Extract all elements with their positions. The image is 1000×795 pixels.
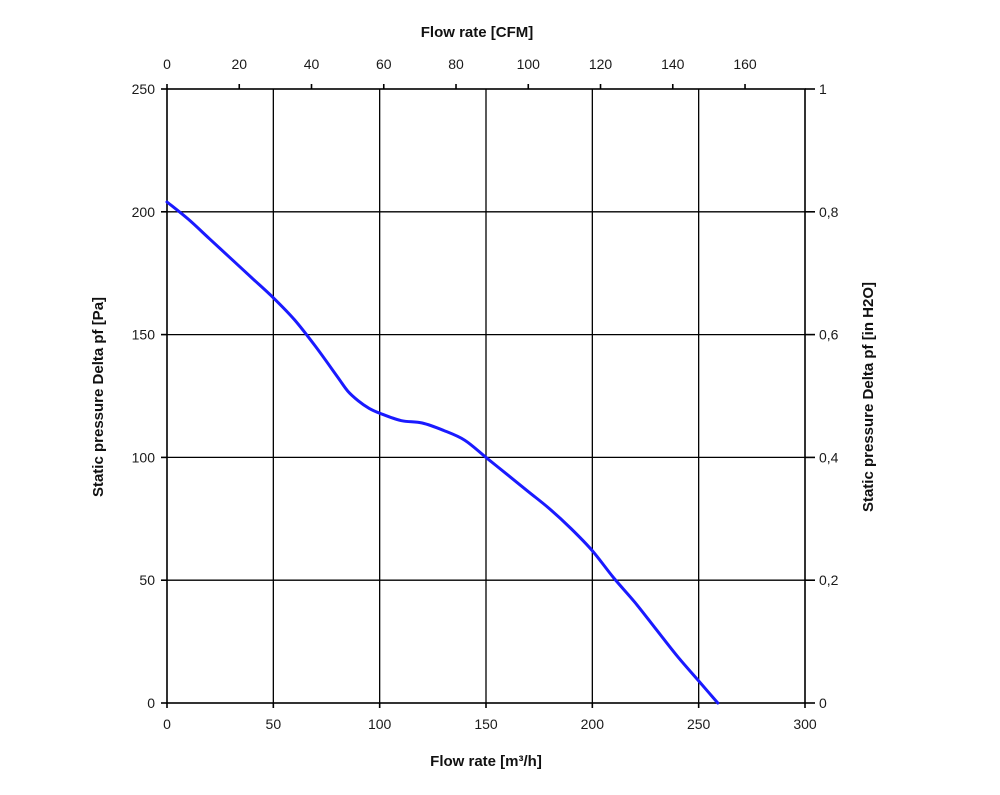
x-top-tick-label: 0 bbox=[163, 56, 171, 72]
x-bottom-tick-label: 50 bbox=[266, 716, 282, 732]
left-y-axis-title: Static pressure Delta pf [Pa] bbox=[90, 297, 107, 497]
y-right-tick-label: 0,2 bbox=[819, 572, 839, 588]
x-bottom-tick-label: 150 bbox=[474, 716, 498, 732]
y-left-tick-label: 250 bbox=[132, 81, 156, 97]
grid bbox=[167, 89, 805, 703]
y-left-tick-label: 0 bbox=[147, 695, 155, 711]
y-right-tick-label: 1 bbox=[819, 81, 827, 97]
x-top-tick-label: 40 bbox=[304, 56, 320, 72]
x-bottom-tick-label: 100 bbox=[368, 716, 392, 732]
y-right-tick-label: 0,6 bbox=[819, 327, 839, 343]
series-layer bbox=[165, 200, 720, 705]
y-left-tick-label: 200 bbox=[132, 204, 156, 220]
x-bottom-tick-label: 300 bbox=[793, 716, 817, 732]
top-x-axis-title: Flow rate [CFM] bbox=[421, 24, 534, 41]
y-left-tick-label: 150 bbox=[132, 327, 156, 343]
x-bottom-tick-label: 200 bbox=[581, 716, 605, 732]
series-line bbox=[165, 200, 720, 705]
x-bottom-tick-label: 0 bbox=[163, 716, 171, 732]
y-right-tick-label: 0,8 bbox=[819, 204, 839, 220]
axis-ticks bbox=[161, 84, 815, 708]
x-top-tick-label: 20 bbox=[231, 56, 247, 72]
x-top-tick-label: 120 bbox=[589, 56, 613, 72]
y-left-tick-label: 50 bbox=[139, 572, 155, 588]
x-top-tick-label: 140 bbox=[661, 56, 685, 72]
x-top-tick-label: 60 bbox=[376, 56, 392, 72]
x-top-tick-label: 100 bbox=[517, 56, 541, 72]
y-right-tick-label: 0 bbox=[819, 695, 827, 711]
x-top-tick-label: 160 bbox=[733, 56, 757, 72]
y-right-tick-label: 0,4 bbox=[819, 449, 839, 465]
x-top-tick-label: 80 bbox=[448, 56, 464, 72]
y-left-tick-label: 100 bbox=[132, 449, 156, 465]
right-y-axis-title: Static pressure Delta pf [in H2O] bbox=[860, 282, 877, 512]
bottom-x-axis-title: Flow rate [m³/h] bbox=[430, 753, 542, 770]
x-bottom-tick-label: 250 bbox=[687, 716, 711, 732]
